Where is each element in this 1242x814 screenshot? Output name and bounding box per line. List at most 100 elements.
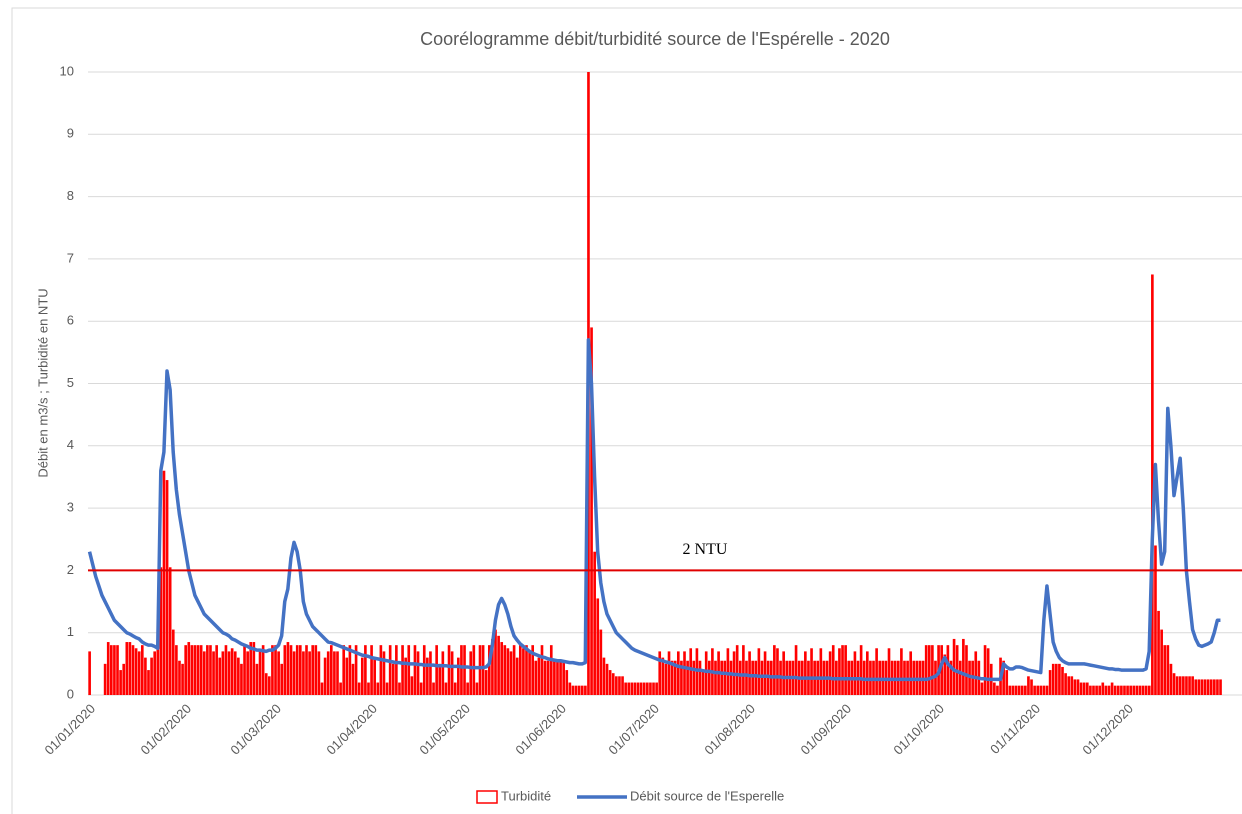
x-tick-label: 01/03/2020 — [227, 701, 284, 758]
bar — [1048, 670, 1052, 695]
bar — [1082, 682, 1086, 695]
bar — [271, 645, 274, 695]
bar — [506, 648, 510, 695]
bar — [1123, 685, 1126, 695]
bar — [940, 645, 943, 695]
bar — [559, 660, 562, 695]
bar — [184, 645, 187, 695]
bar — [565, 670, 569, 695]
bar — [305, 645, 308, 695]
bar — [494, 629, 497, 695]
bar — [686, 660, 689, 695]
legend-label: Débit source de l'Esperelle — [630, 788, 784, 803]
bar — [342, 645, 346, 695]
y-tick-label: 5 — [67, 375, 74, 390]
bar — [469, 651, 473, 695]
x-tick-label: 01/04/2020 — [323, 701, 380, 758]
bar — [317, 651, 321, 695]
bar — [757, 648, 761, 695]
bar — [1132, 685, 1136, 695]
bar — [1216, 679, 1219, 695]
bar — [1101, 682, 1105, 695]
bar — [661, 657, 665, 695]
bar — [382, 651, 386, 695]
bar — [1116, 685, 1120, 695]
chart-frame — [11, 7, 1242, 814]
bar — [268, 676, 271, 695]
bar — [478, 645, 482, 695]
bar — [1154, 545, 1157, 695]
bar — [168, 567, 172, 695]
bar — [422, 645, 426, 695]
bar — [481, 645, 485, 695]
bar — [357, 682, 361, 695]
bar — [314, 645, 318, 695]
bar — [215, 645, 218, 695]
bar — [1008, 685, 1012, 695]
bar — [676, 651, 680, 695]
bar — [1203, 679, 1207, 695]
bar — [441, 651, 445, 695]
bar — [503, 645, 507, 695]
bar — [1169, 663, 1173, 695]
bar — [438, 663, 442, 695]
bar — [246, 651, 249, 695]
bar — [639, 682, 643, 695]
bar — [373, 657, 376, 695]
bar — [726, 648, 730, 695]
bar — [841, 645, 844, 695]
bar — [487, 645, 491, 695]
bar — [618, 676, 621, 695]
bar — [865, 651, 869, 695]
bar — [398, 682, 401, 695]
bar — [1160, 629, 1163, 695]
bar — [927, 645, 931, 695]
bar — [243, 645, 246, 695]
bar — [1089, 685, 1092, 695]
bar — [388, 645, 392, 695]
bar — [714, 660, 717, 695]
bar — [1095, 685, 1098, 695]
bar — [175, 645, 178, 695]
bar — [199, 645, 203, 695]
bar — [323, 657, 327, 695]
bar — [261, 645, 265, 695]
bar — [131, 645, 135, 695]
bar — [277, 651, 280, 695]
bar — [187, 642, 191, 695]
bar — [636, 682, 640, 695]
y-tick-label: 10 — [60, 63, 74, 78]
bar — [1064, 673, 1067, 695]
bar — [1058, 663, 1061, 695]
bar — [289, 645, 293, 695]
bar — [1129, 685, 1132, 695]
bar — [224, 645, 228, 695]
bar — [1005, 670, 1009, 695]
bar — [385, 682, 389, 695]
bar — [745, 660, 748, 695]
bar — [286, 642, 290, 695]
y-tick-label: 8 — [67, 188, 74, 203]
bar — [348, 645, 352, 695]
bar — [1166, 645, 1170, 695]
bar — [103, 663, 107, 695]
bar — [537, 657, 541, 695]
bar — [735, 645, 739, 695]
bar — [1182, 676, 1185, 695]
bar — [376, 682, 380, 695]
bar — [965, 645, 968, 695]
bar — [630, 682, 634, 695]
bar — [497, 635, 500, 695]
y-tick-label: 7 — [67, 250, 74, 265]
bar — [683, 651, 686, 695]
bar — [159, 567, 163, 695]
bar — [1054, 663, 1058, 695]
bar — [218, 657, 222, 695]
y-tick-label: 6 — [67, 313, 74, 328]
bar — [351, 663, 355, 695]
bar — [704, 651, 708, 695]
bar — [156, 629, 160, 695]
bar — [924, 645, 928, 695]
y-tick-label: 4 — [67, 437, 74, 452]
bar — [150, 657, 153, 695]
